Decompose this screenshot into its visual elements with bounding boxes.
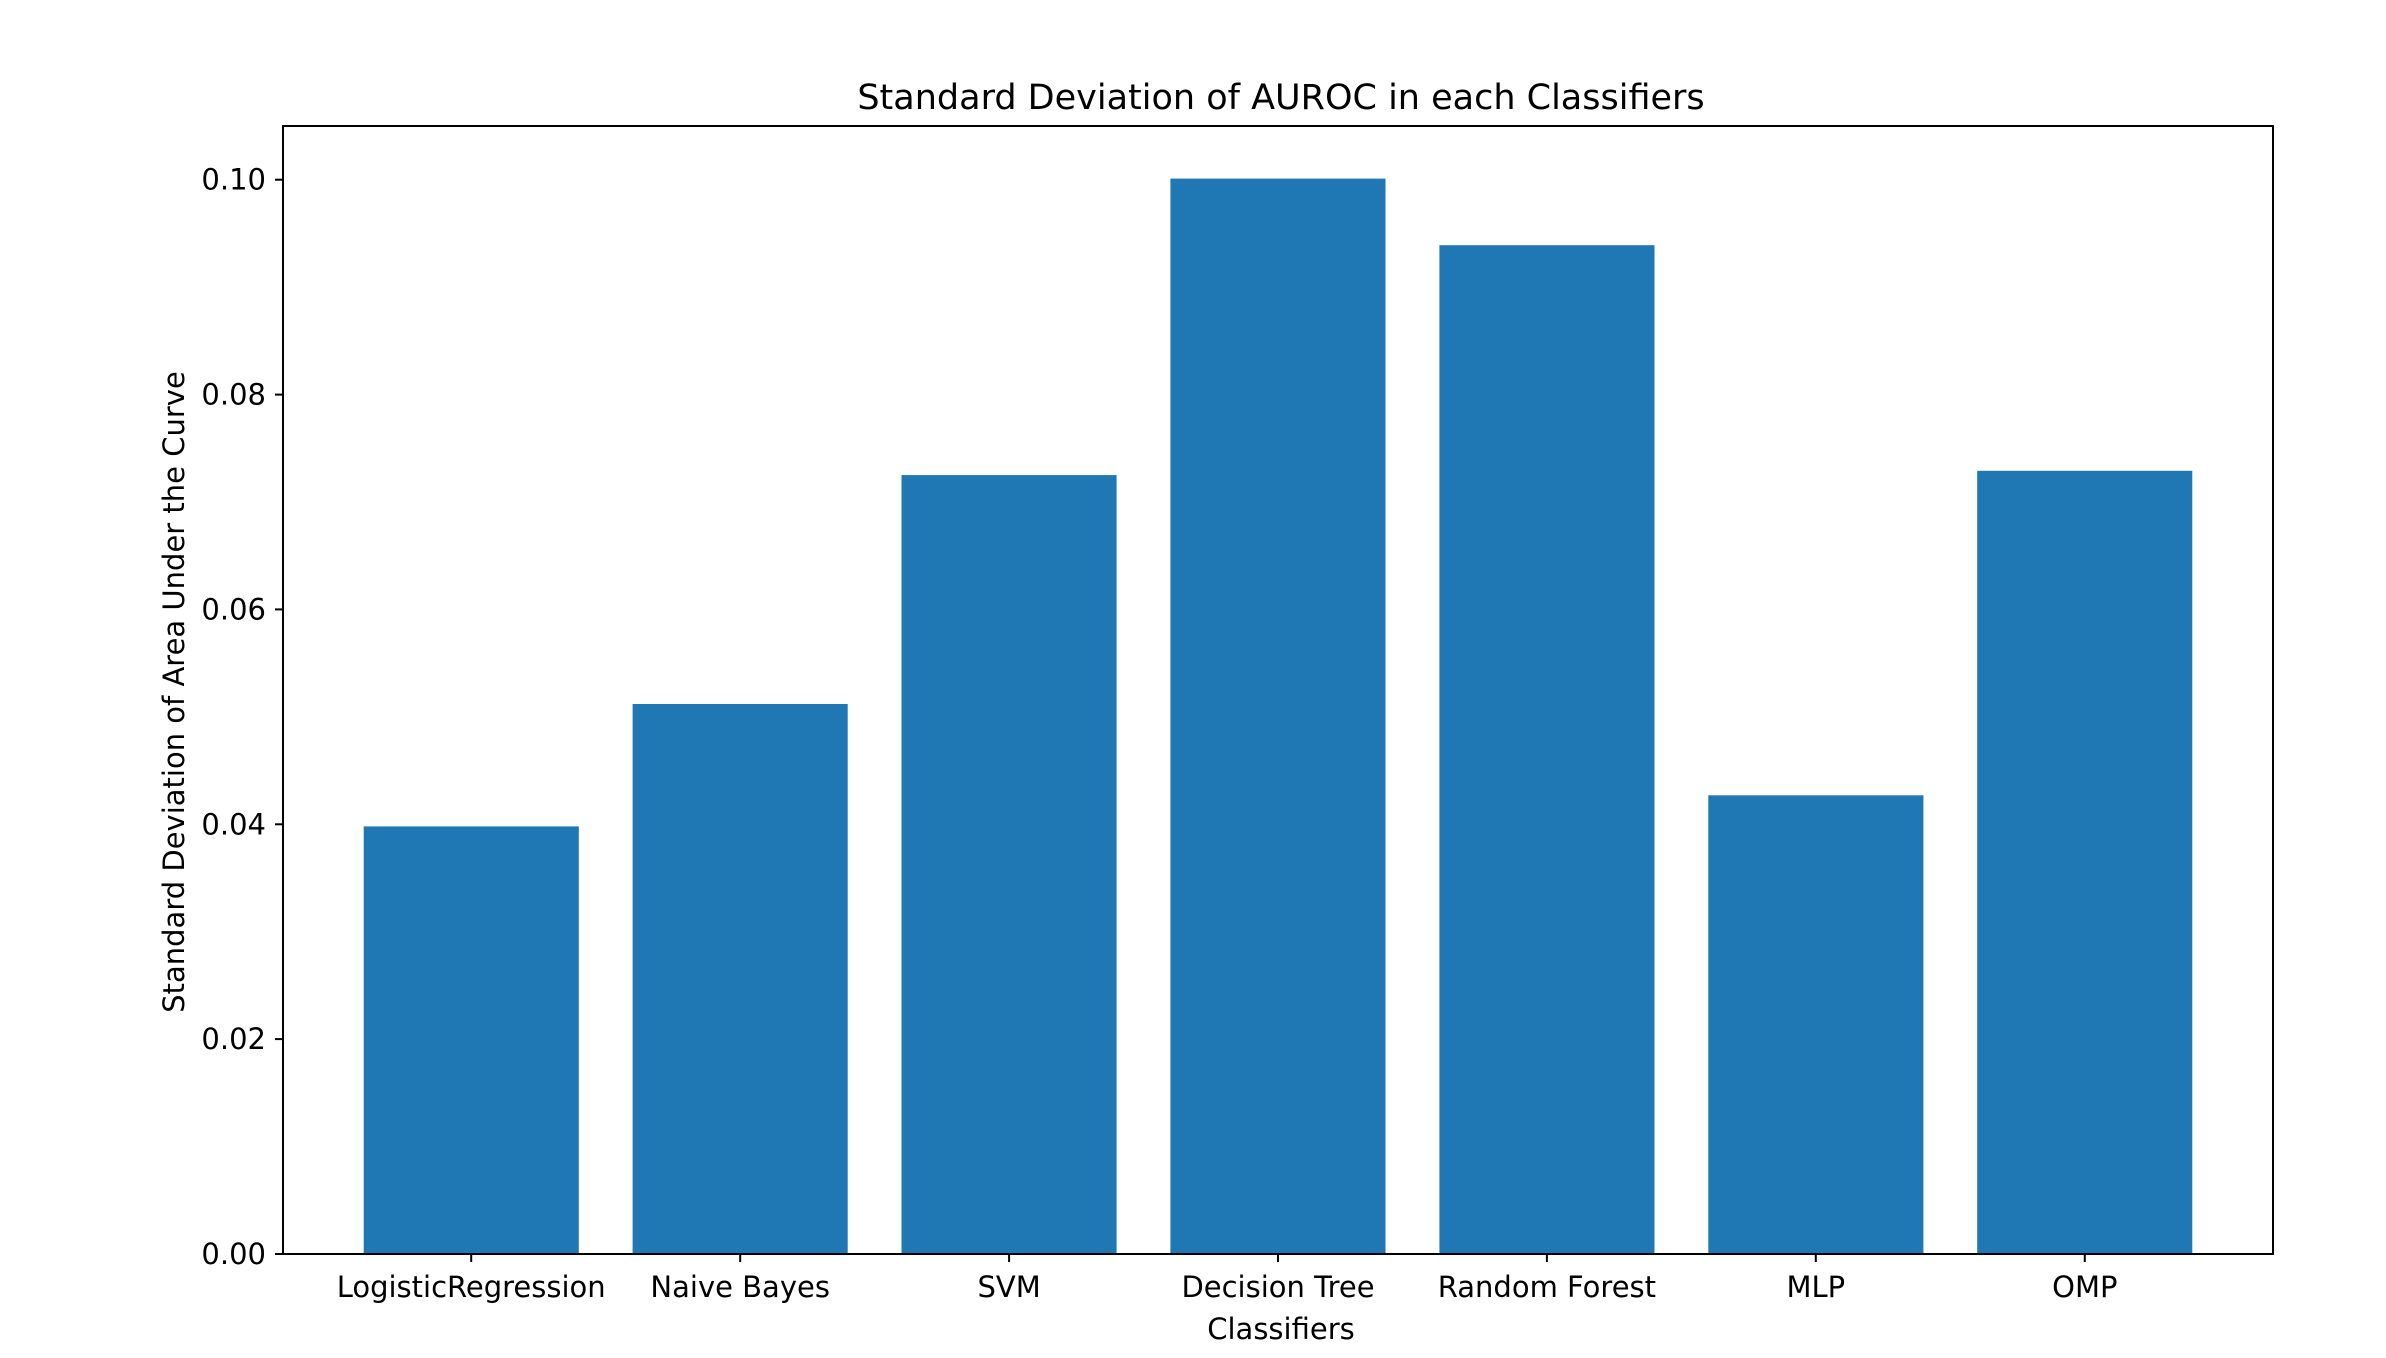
plot-frame (282, 125, 2274, 1255)
x-axis-label: Classifiers (1207, 1312, 1355, 1346)
y-tick-label: 0.00 (201, 1237, 266, 1271)
x-tick-label: OMP (2052, 1270, 2117, 1304)
x-tick-label: Naive Bayes (650, 1270, 830, 1304)
bar-omp (1977, 470, 2193, 1254)
bar-mlp (1708, 795, 1924, 1254)
bar-logisticregression (363, 826, 579, 1254)
bar-group (363, 178, 2193, 1255)
chart-title: Standard Deviation of AUROC in each Clas… (857, 78, 1704, 118)
y-tick-label: 0.06 (201, 592, 266, 626)
x-tick-label: SVM (977, 1270, 1040, 1304)
y-axis-label: Standard Deviation of Area Under the Cur… (157, 371, 191, 1013)
bar-svm (901, 475, 1117, 1255)
x-axis-ticks: LogisticRegression Naive Bayes SVM Decision… (337, 1254, 2117, 1304)
y-tick-label: 0.10 (201, 163, 266, 197)
x-tick-label: LogisticRegression (337, 1270, 606, 1304)
x-tick-label: Decision Tree (1181, 1270, 1374, 1304)
y-tick-label: 0.04 (201, 807, 266, 841)
y-tick-label: 0.02 (201, 1022, 266, 1056)
bar-random-forest (1439, 245, 1655, 1254)
x-tick-label: MLP (1786, 1270, 1845, 1304)
y-axis-ticks: 0.00 0.02 0.04 0.06 0.08 0.10 (201, 163, 283, 1271)
bar-decision-tree (1170, 178, 1386, 1255)
bar-naive-bayes (632, 704, 848, 1254)
x-tick-label: Random Forest (1438, 1270, 1656, 1304)
y-tick-label: 0.08 (201, 378, 266, 412)
